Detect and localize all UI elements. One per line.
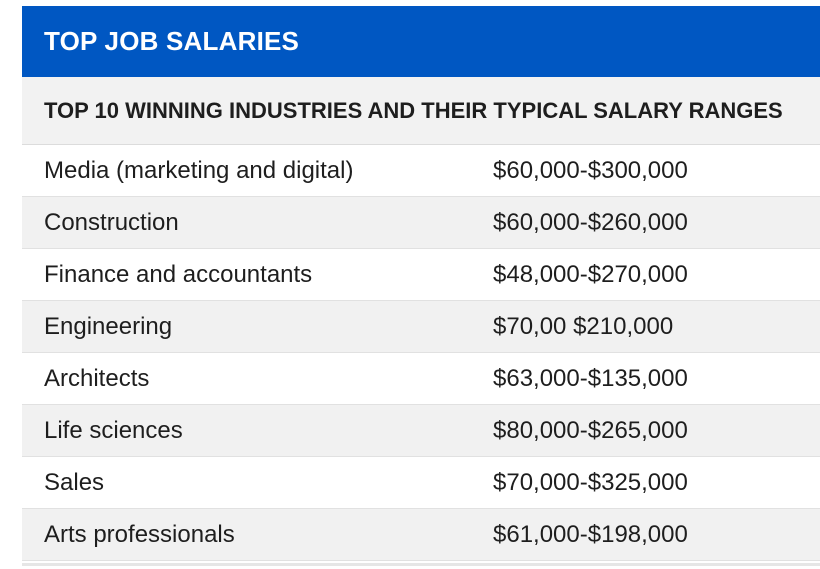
page-title-banner: TOP JOB SALARIES	[22, 6, 820, 77]
industry-cell: Arts professionals	[44, 520, 235, 548]
table-row: Sales $70,000-$325,000	[22, 457, 820, 509]
salary-range-cell: $70,00 $210,000	[493, 312, 674, 340]
industry-cell: Construction	[44, 208, 179, 236]
salary-table-widget: TOP JOB SALARIES TOP 10 WINNING INDUSTRI…	[22, 6, 820, 569]
table-row: Construction $60,000-$260,000	[22, 197, 820, 249]
industry-cell: Sales	[44, 468, 105, 496]
salary-range-cell: $60,000-$300,000	[493, 156, 688, 184]
table-caption-row: TOP 10 WINNING INDUSTRIES AND THEIR TYPI…	[22, 77, 820, 145]
table-row: Architects $63,000-$135,000	[22, 353, 820, 405]
industry-cell: Media (marketing and digital)	[44, 156, 354, 184]
salary-range-cell: $80,000-$265,000	[493, 416, 688, 444]
salary-range-cell: $60,000-$260,000	[493, 208, 688, 236]
salary-range-cell: $70,000-$325,000	[493, 468, 688, 496]
industry-cell: Finance and accountants	[44, 260, 313, 288]
table-row: Finance and accountants $48,000-$270,000	[22, 249, 820, 301]
table-row: Life sciences $80,000-$265,000	[22, 405, 820, 457]
industry-cell: Architects	[44, 364, 150, 392]
bottom-divider	[22, 563, 820, 566]
salary-range-cell: $48,000-$270,000	[493, 260, 688, 288]
table-row: Media (marketing and digital) $60,000-$3…	[22, 145, 820, 197]
table-row: Arts professionals $61,000-$198,000	[22, 509, 820, 561]
salary-range-cell: $63,000-$135,000	[493, 364, 688, 392]
industry-cell: Engineering	[44, 312, 173, 340]
salary-range-cell: $61,000-$198,000	[493, 520, 688, 548]
industry-cell: Life sciences	[44, 416, 183, 444]
page-title: TOP JOB SALARIES	[44, 26, 300, 56]
table-caption: TOP 10 WINNING INDUSTRIES AND THEIR TYPI…	[44, 97, 783, 123]
table-row: Engineering $70,00 $210,000	[22, 301, 820, 353]
